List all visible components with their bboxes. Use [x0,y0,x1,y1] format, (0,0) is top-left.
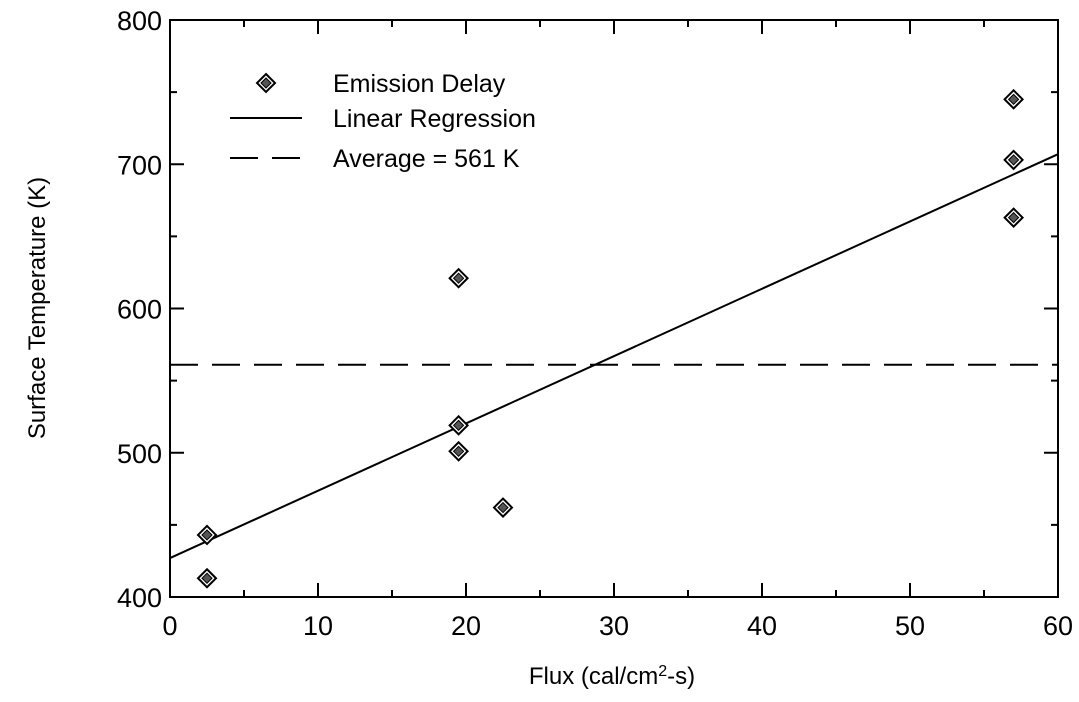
y-tick-label: 500 [117,439,162,469]
plot-area-frame [169,19,1059,598]
data-point [448,267,470,289]
x-tick-label: 20 [451,611,481,641]
data-point [448,414,470,436]
x-tick-label: 0 [162,611,177,641]
x-tick-label: 50 [895,611,925,641]
y-tick-label: 400 [117,583,162,613]
x-axis-label: Flux (cal/cm2-s) [529,663,695,691]
x-tick-label: 60 [1043,611,1073,641]
y-tick-label: 700 [117,150,162,180]
y-tick-label: 600 [117,295,162,325]
x-axis-label-main: Flux (cal/cm [529,663,658,690]
data-point [196,567,218,589]
regression-line [169,153,1059,559]
legend: Emission Delay Linear Regression Average… [230,70,536,173]
data-point [448,440,470,462]
x-axis-label-superscript: 2 [658,663,667,680]
x-tick-label: 10 [303,611,333,641]
legend-marker-emission-delay [255,72,277,94]
x-tick-label: 30 [599,611,629,641]
data-point [1003,149,1025,171]
x-axis-label-tail: -s) [667,663,695,690]
data-point [196,524,218,546]
y-axis-label: Surface Temperature (K) [24,177,51,439]
legend-label-emission-delay: Emission Delay [333,70,506,98]
data-point [1003,88,1025,110]
data-point [492,497,514,518]
legend-label-linear-regression: Linear Regression [333,105,536,133]
y-tick-label: 800 [117,6,162,36]
legend-label-average: Average = 561 K [333,145,520,173]
data-point [1003,207,1025,229]
x-tick-label: 40 [747,611,777,641]
